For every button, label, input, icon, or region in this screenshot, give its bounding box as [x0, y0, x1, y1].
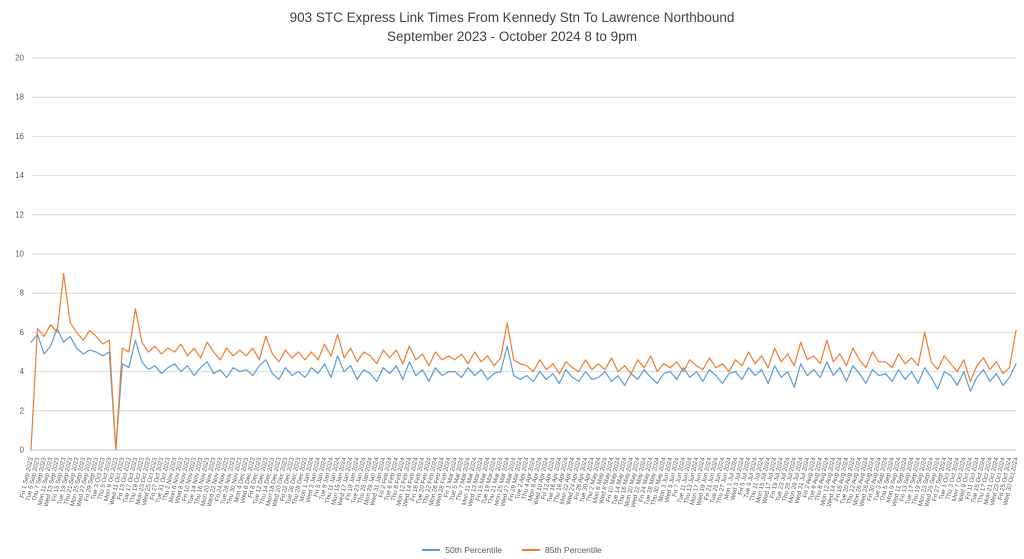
- legend-item-50th: 50th Percentile: [422, 545, 502, 555]
- y-tick-label: 14: [15, 171, 24, 180]
- y-tick-label: 8: [20, 289, 25, 298]
- legend-label-50th: 50th Percentile: [445, 545, 502, 555]
- y-tick-label: 16: [15, 132, 24, 141]
- legend-item-85th: 85th Percentile: [522, 545, 602, 555]
- y-tick-label: 10: [15, 250, 24, 259]
- y-tick-label: 0: [20, 446, 25, 455]
- chart-legend: 50th Percentile 85th Percentile: [0, 545, 1024, 555]
- legend-swatch-50th: [422, 549, 441, 551]
- chart-header: 903 STC Express Link Times From Kennedy …: [0, 8, 1024, 46]
- y-tick-label: 20: [15, 54, 24, 63]
- y-tick-label: 4: [20, 367, 25, 376]
- y-tick-label: 6: [20, 328, 25, 337]
- y-tick-label: 12: [15, 210, 24, 219]
- y-tick-label: 18: [15, 93, 24, 102]
- series-line-85th-percentile: [30, 273, 1017, 451]
- y-tick-label: 2: [20, 406, 25, 415]
- chart-title: 903 STC Express Link Times From Kennedy …: [289, 10, 735, 25]
- legend-swatch-85th: [522, 549, 540, 551]
- series-line-50th-percentile: [30, 327, 1017, 451]
- chart-subtitle: September 2023 - October 2024 8 to 9pm: [387, 29, 637, 44]
- legend-label-85th: 85th Percentile: [545, 545, 602, 555]
